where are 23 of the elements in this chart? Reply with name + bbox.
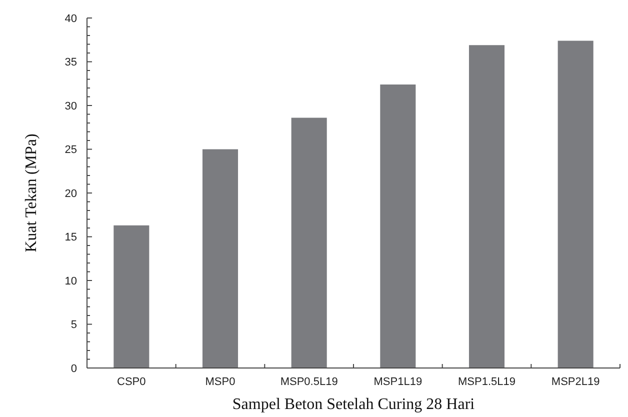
x-tick-label: MSP0 <box>205 376 236 388</box>
bar <box>291 118 327 368</box>
bar <box>202 149 238 368</box>
x-tick-label: CSP0 <box>117 376 146 388</box>
bar <box>558 40 594 368</box>
x-axis-title: Sampel Beton Setelah Curing 28 Hari <box>232 396 476 413</box>
y-tick-label: 10 <box>64 275 77 288</box>
bar <box>468 45 505 368</box>
y-tick-label: 35 <box>64 56 77 69</box>
x-tick-label: MSP2L19 <box>551 376 600 388</box>
bar <box>380 84 416 368</box>
y-tick-label: 40 <box>64 12 77 25</box>
x-tick-label: MSP1.5L19 <box>458 376 516 388</box>
y-tick-label: 5 <box>70 319 77 332</box>
y-axis-title: Kuat Tekan (MPa) <box>23 134 40 252</box>
y-tick-label: 25 <box>64 144 77 156</box>
y-tick-label: 20 <box>64 188 77 200</box>
x-tick-label: MSP1L19 <box>374 376 422 388</box>
bar <box>114 225 150 368</box>
y-tick-label: 30 <box>64 100 77 112</box>
x-tick-label: MSP0.5L19 <box>280 376 338 388</box>
y-tick-label: 15 <box>64 232 77 244</box>
y-tick-label: 0 <box>70 362 77 375</box>
